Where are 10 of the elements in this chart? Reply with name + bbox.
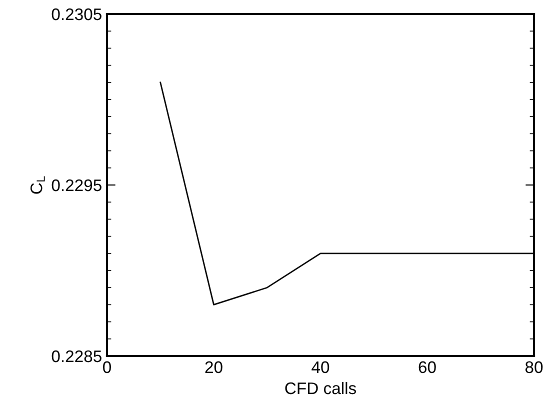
x-tick-label: 20 bbox=[205, 361, 222, 374]
x-tick-label: 60 bbox=[418, 361, 436, 374]
y-tick-label: 0.2285 bbox=[52, 350, 102, 362]
y-tick-label: 0.2305 bbox=[52, 8, 102, 20]
x-axis-title: CFD calls bbox=[285, 382, 356, 394]
x-tick-label: 0 bbox=[103, 361, 111, 374]
x-tick-label: 40 bbox=[312, 361, 330, 374]
y-axis-title: C$_{L}$ bbox=[30, 176, 45, 194]
x-tick-label: 80 bbox=[525, 361, 543, 374]
y-tick-label: 0.2295 bbox=[52, 179, 102, 192]
